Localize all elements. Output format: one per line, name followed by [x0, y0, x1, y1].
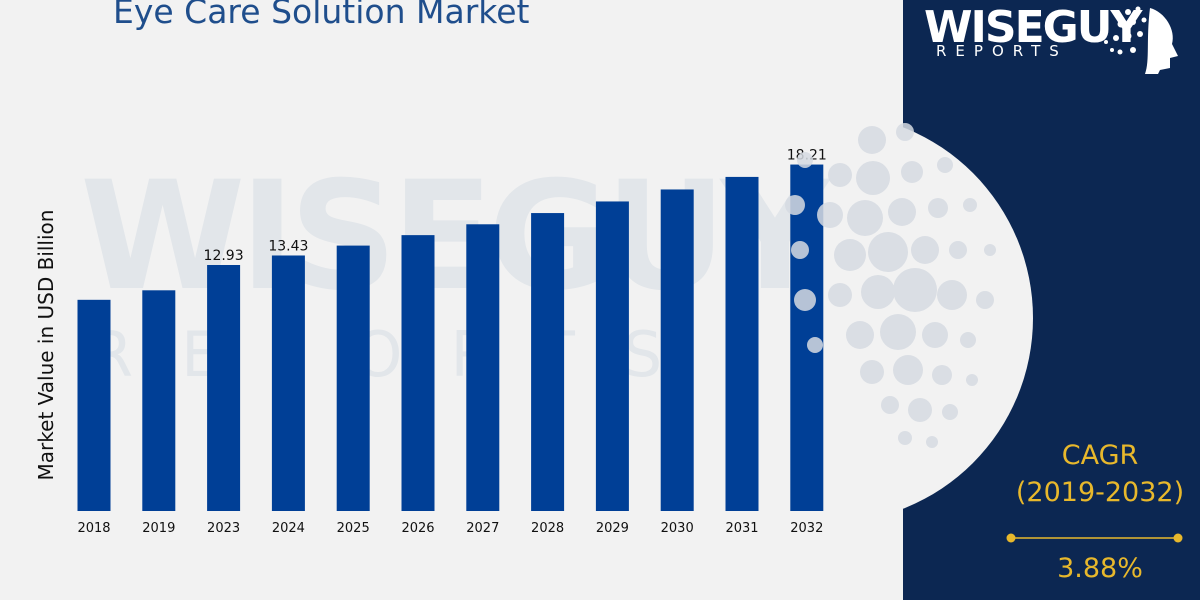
bar-2023: [207, 264, 241, 511]
face-dot: [926, 436, 938, 448]
face-dot: [888, 198, 916, 226]
bar-2025: [336, 245, 370, 512]
cagr-label: CAGR: [1061, 440, 1139, 471]
face-dot: [868, 232, 908, 272]
x-tick-label: 2031: [725, 521, 758, 536]
face-dot: [861, 275, 895, 309]
face-dot: [807, 337, 823, 353]
data-label: 12.93: [204, 248, 244, 264]
face-dot: [963, 198, 977, 212]
face-dot: [860, 360, 884, 384]
x-tick-label: 2027: [466, 521, 499, 536]
face-dot: [898, 431, 912, 445]
face-dot: [984, 244, 996, 256]
face-dot: [893, 268, 937, 312]
face-dot: [828, 283, 852, 307]
face-dot: [794, 289, 816, 311]
face-dot: [828, 163, 852, 187]
face-dot: [847, 200, 883, 236]
face-profile-graphic: [785, 123, 996, 448]
face-dot: [785, 195, 805, 215]
bar-chart: 2018 2019 2023 12.93 2024 13.43 2025 2026 2027 20…: [34, 148, 827, 536]
x-tick-label: 2025: [337, 521, 370, 536]
brand-logo-name: WISEGUY: [924, 2, 1142, 53]
bar-2019: [142, 290, 176, 511]
panel-light-circle: [903, 127, 1033, 509]
face-dot: [937, 280, 967, 310]
bar-2028: [531, 213, 565, 511]
data-label: 13.43: [268, 238, 308, 254]
face-dot: [797, 152, 813, 168]
face-dot: [966, 374, 978, 386]
face-dot: [791, 241, 809, 259]
face-dot: [858, 126, 886, 154]
brand-logo-subtext: REPORTS: [936, 42, 1068, 60]
bar-2026: [401, 235, 435, 511]
bar-2024: [271, 255, 305, 511]
y-axis-label: Market Value in USD Billion: [34, 210, 58, 481]
face-dot: [942, 404, 958, 420]
face-dot: [937, 157, 953, 173]
bar-2029: [595, 201, 629, 511]
x-tick-label: 2023: [207, 521, 240, 536]
cagr-period: (2019-2032): [1015, 477, 1185, 508]
face-dot: [881, 396, 899, 414]
face-dot: [960, 332, 976, 348]
cagr-divider: [1006, 533, 1183, 543]
watermark-logo-subtext: REPORTS: [90, 318, 711, 391]
bar-2018: [77, 299, 111, 511]
logo-head-icon: [1104, 6, 1178, 74]
bar-2027: [466, 224, 500, 512]
x-tick-label: 2026: [401, 521, 434, 536]
face-dot: [911, 236, 939, 264]
face-dot: [817, 202, 843, 228]
face-dot: [856, 161, 890, 195]
x-tick-label: 2028: [531, 521, 564, 536]
face-dot: [949, 241, 967, 259]
labels-layer: 2018 2019 2023 12.93 2024 13.43 2025 2026 2027 20…: [77, 148, 826, 536]
face-dot: [922, 322, 948, 348]
cagr-value: 3.88%: [1057, 553, 1143, 584]
face-dot: [932, 365, 952, 385]
face-dot: [901, 161, 923, 183]
face-dot: [880, 314, 916, 350]
face-dot: [908, 398, 932, 422]
chart-title: Eye Care Solution Market: [113, 0, 530, 31]
watermark-logo-text: WISEGUY: [80, 150, 829, 324]
bar-2031: [725, 176, 759, 512]
face-dot: [976, 291, 994, 309]
face-dot: [893, 355, 923, 385]
x-tick-label: 2019: [142, 521, 175, 536]
face-dot: [846, 321, 874, 349]
face-dot: [834, 239, 866, 271]
x-tick-label: 2032: [790, 521, 823, 536]
x-tick-label: 2029: [596, 521, 629, 536]
x-tick-label: 2024: [272, 521, 305, 536]
x-tick-label: 2018: [77, 521, 110, 536]
bar-2030: [660, 189, 694, 511]
face-dot: [928, 198, 948, 218]
x-tick-label: 2030: [661, 521, 694, 536]
face-dot: [896, 123, 914, 141]
bars-layer: [77, 164, 824, 512]
